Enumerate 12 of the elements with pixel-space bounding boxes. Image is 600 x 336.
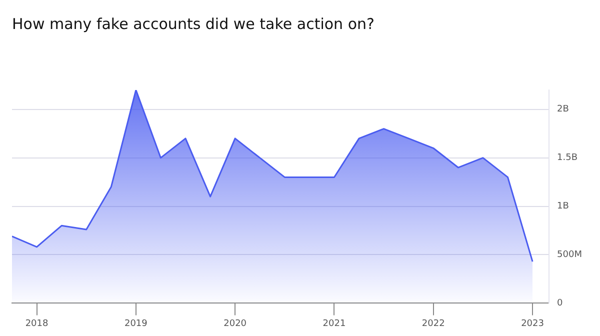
x-tick-label: 2020 bbox=[224, 318, 247, 329]
x-tick-label: 2022 bbox=[422, 318, 445, 329]
chart-title: How many fake accounts did we take action on? bbox=[12, 14, 374, 33]
x-tick-label: 2019 bbox=[124, 318, 148, 329]
y-tick-label: 500M bbox=[557, 250, 582, 260]
y-tick-label: 0 bbox=[557, 298, 564, 309]
y-tick-label: 1.5B bbox=[557, 153, 578, 164]
x-tick-label: 2018 bbox=[25, 318, 49, 329]
x-tick-label: 2021 bbox=[322, 318, 346, 329]
y-tick-label: 1B bbox=[557, 202, 569, 212]
y-tick-label: 2B bbox=[557, 104, 569, 115]
x-tick-label: 2023 bbox=[521, 318, 544, 329]
